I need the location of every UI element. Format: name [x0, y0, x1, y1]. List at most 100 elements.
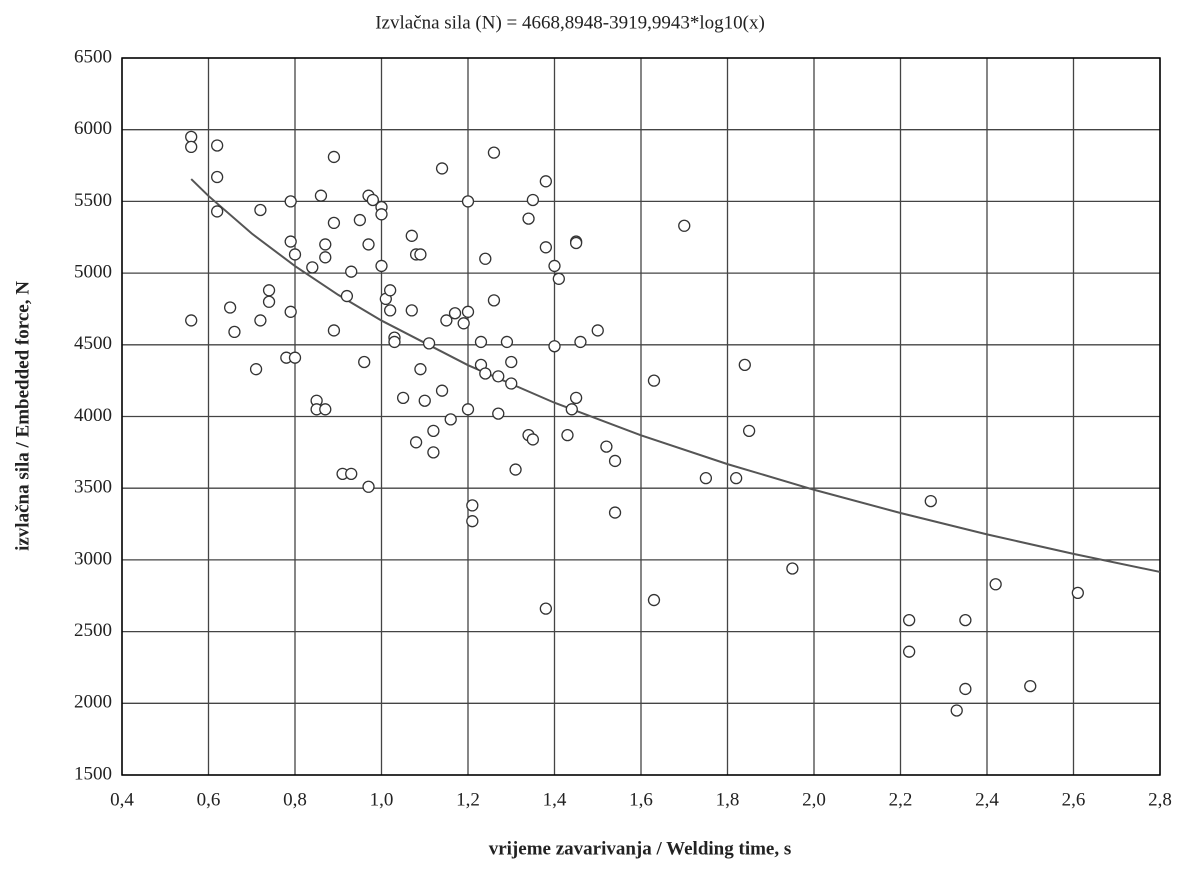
data-point: [262, 284, 276, 297]
data-point: [505, 377, 518, 390]
data-point: [950, 704, 963, 717]
data-point: [608, 506, 622, 519]
data-point: [210, 205, 224, 218]
data-point: [396, 391, 410, 405]
y-tick-label: 3000: [74, 548, 112, 569]
data-point: [353, 213, 367, 227]
x-tick-label: 0,6: [197, 789, 221, 810]
data-point: [340, 289, 354, 303]
data-point: [345, 467, 358, 481]
data-point: [262, 295, 276, 308]
data-point: [647, 374, 661, 387]
data-point: [223, 301, 237, 314]
data-point: [738, 358, 751, 372]
data-point: [327, 150, 341, 164]
x-tick-label: 2,2: [889, 789, 913, 810]
x-tick-label: 1,0: [370, 789, 394, 810]
y-tick-label: 4500: [74, 333, 112, 354]
data-point: [526, 433, 540, 446]
data-point: [903, 613, 916, 627]
fit-line: [190, 178, 1161, 573]
y-tick-label: 2500: [74, 620, 112, 641]
data-point: [561, 428, 574, 442]
data-point: [319, 403, 332, 416]
data-point: [457, 317, 470, 330]
data-point: [358, 355, 371, 369]
data-point: [903, 645, 916, 658]
data-point: [405, 304, 418, 317]
y-tick-label: 4000: [74, 405, 112, 426]
data-point: [461, 195, 475, 208]
data-point: [327, 216, 341, 230]
data-point: [678, 219, 691, 232]
data-point: [466, 515, 479, 528]
data-point: [448, 307, 462, 320]
data-point: [487, 146, 501, 159]
x-tick-label: 1,2: [456, 789, 480, 810]
data-point: [435, 384, 449, 397]
data-point: [1024, 679, 1037, 693]
data-point: [492, 370, 505, 383]
data-point: [959, 613, 972, 627]
data-point: [228, 325, 241, 339]
data-point: [474, 335, 488, 349]
data-point: [440, 314, 453, 327]
data-point: [487, 294, 501, 307]
data-point: [210, 170, 224, 184]
data-point: [924, 494, 937, 508]
data-point: [427, 446, 440, 459]
data-point: [522, 212, 535, 225]
x-tick-label: 1,6: [629, 789, 653, 810]
data-point: [479, 252, 492, 265]
x-tick-label: 0,4: [110, 789, 134, 810]
data-point: [461, 403, 475, 416]
data-point: [383, 284, 397, 297]
plot-frame: [121, 57, 1161, 776]
data-point: [569, 236, 583, 250]
x-tick-label: 1,4: [543, 789, 567, 810]
y-tick-label: 5000: [74, 261, 112, 282]
data-point: [742, 424, 756, 437]
data-point: [569, 391, 583, 405]
data-point: [526, 193, 540, 207]
data-point: [505, 355, 518, 369]
data-point: [608, 454, 622, 468]
data-point: [414, 248, 427, 261]
data-point: [327, 324, 341, 337]
data-point: [509, 463, 522, 476]
y-tick-label: 1500: [74, 763, 112, 784]
x-tick-label: 2,6: [1062, 789, 1086, 810]
data-point: [461, 305, 475, 318]
data-point: [591, 324, 604, 337]
data-point: [284, 235, 297, 248]
chart-title: Izvlačna sila (N) = 4668,8948-3919,9943*…: [375, 12, 765, 33]
data-point: [539, 175, 552, 188]
data-point: [786, 562, 799, 575]
data-point: [362, 480, 375, 493]
y-tick-label: 2000: [74, 692, 112, 713]
data-point: [435, 162, 449, 175]
data-point: [284, 195, 297, 208]
data-point: [427, 424, 440, 437]
x-axis-label: vrijeme zavarivanja / Welding time, s: [489, 838, 792, 859]
data-point: [548, 340, 561, 353]
data-point: [210, 139, 224, 152]
data-point: [319, 251, 332, 264]
data-point: [500, 335, 514, 349]
data-point: [959, 682, 972, 696]
data-point: [565, 403, 578, 416]
y-tick-label: 5500: [74, 190, 112, 211]
data-point: [254, 314, 267, 327]
data-point: [647, 593, 661, 607]
data-point: [314, 189, 328, 202]
data-point: [444, 413, 457, 426]
data-point: [1071, 586, 1084, 600]
data-point: [539, 241, 552, 254]
data-point: [466, 499, 479, 512]
data-point: [422, 337, 436, 350]
data-point: [345, 265, 358, 278]
data-point: [366, 193, 380, 207]
data-point: [249, 363, 263, 376]
y-tick-label: 6000: [74, 118, 112, 139]
